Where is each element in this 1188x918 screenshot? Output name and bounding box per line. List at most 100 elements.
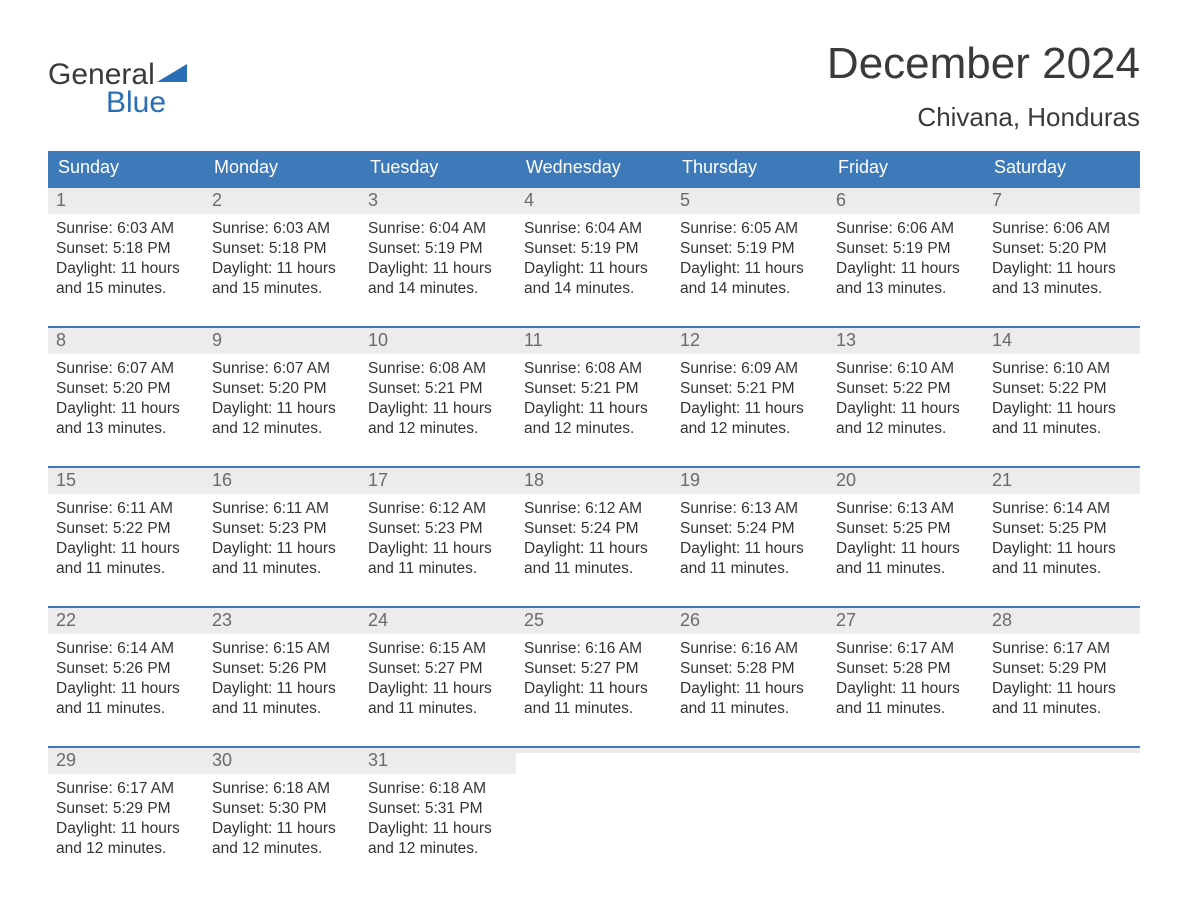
day-of-week-header: Sunday Monday Tuesday Wednesday Thursday… — [48, 151, 1140, 186]
day-cell: 9Sunrise: 6:07 AMSunset: 5:20 PMDaylight… — [204, 328, 360, 448]
day-cell: 7Sunrise: 6:06 AMSunset: 5:20 PMDaylight… — [984, 188, 1140, 308]
day-body: Sunrise: 6:09 AMSunset: 5:21 PMDaylight:… — [672, 354, 828, 444]
day-body: Sunrise: 6:11 AMSunset: 5:22 PMDaylight:… — [48, 494, 204, 584]
sunset-text: Sunset: 5:22 PM — [56, 519, 196, 539]
day-body: Sunrise: 6:18 AMSunset: 5:30 PMDaylight:… — [204, 774, 360, 864]
dow-monday: Monday — [204, 151, 360, 186]
sunset-text: Sunset: 5:21 PM — [524, 379, 664, 399]
sunset-text: Sunset: 5:26 PM — [212, 659, 352, 679]
sunrise-text: Sunrise: 6:05 AM — [680, 219, 820, 239]
sunrise-text: Sunrise: 6:13 AM — [836, 499, 976, 519]
day-number-row: 18 — [516, 468, 672, 494]
sunrise-text: Sunrise: 6:16 AM — [680, 639, 820, 659]
daylight-line1: Daylight: 11 hours — [992, 399, 1132, 419]
daylight-line1: Daylight: 11 hours — [992, 539, 1132, 559]
daylight-line2: and 14 minutes. — [524, 279, 664, 299]
day-body: Sunrise: 6:12 AMSunset: 5:23 PMDaylight:… — [360, 494, 516, 584]
day-number-row — [516, 748, 672, 753]
day-body: Sunrise: 6:03 AMSunset: 5:18 PMDaylight:… — [48, 214, 204, 304]
day-number: 2 — [212, 190, 222, 210]
day-number-row: 20 — [828, 468, 984, 494]
sunrise-text: Sunrise: 6:13 AM — [680, 499, 820, 519]
day-number: 3 — [368, 190, 378, 210]
day-number: 7 — [992, 190, 1002, 210]
daylight-line2: and 11 minutes. — [368, 699, 508, 719]
sunrise-text: Sunrise: 6:15 AM — [212, 639, 352, 659]
day-number-row: 22 — [48, 608, 204, 634]
day-body: Sunrise: 6:15 AMSunset: 5:27 PMDaylight:… — [360, 634, 516, 724]
day-body: Sunrise: 6:17 AMSunset: 5:29 PMDaylight:… — [984, 634, 1140, 724]
daylight-line2: and 11 minutes. — [368, 559, 508, 579]
daylight-line1: Daylight: 11 hours — [524, 539, 664, 559]
daylight-line2: and 11 minutes. — [56, 699, 196, 719]
daylight-line2: and 11 minutes. — [212, 699, 352, 719]
day-number-row — [984, 748, 1140, 753]
sunrise-text: Sunrise: 6:08 AM — [524, 359, 664, 379]
day-number: 13 — [836, 330, 856, 350]
day-body: Sunrise: 6:17 AMSunset: 5:29 PMDaylight:… — [48, 774, 204, 864]
day-number-row: 12 — [672, 328, 828, 354]
daylight-line2: and 14 minutes. — [680, 279, 820, 299]
day-number-row: 14 — [984, 328, 1140, 354]
day-number: 14 — [992, 330, 1012, 350]
daylight-line2: and 15 minutes. — [56, 279, 196, 299]
day-number: 19 — [680, 470, 700, 490]
day-cell: 14Sunrise: 6:10 AMSunset: 5:22 PMDayligh… — [984, 328, 1140, 448]
sunrise-text: Sunrise: 6:09 AM — [680, 359, 820, 379]
day-cell — [828, 748, 984, 868]
sunset-text: Sunset: 5:29 PM — [56, 799, 196, 819]
day-number-row: 8 — [48, 328, 204, 354]
sunrise-text: Sunrise: 6:17 AM — [56, 779, 196, 799]
day-number-row: 31 — [360, 748, 516, 774]
sunrise-text: Sunrise: 6:11 AM — [212, 499, 352, 519]
daylight-line1: Daylight: 11 hours — [368, 259, 508, 279]
day-number-row: 16 — [204, 468, 360, 494]
day-cell: 8Sunrise: 6:07 AMSunset: 5:20 PMDaylight… — [48, 328, 204, 448]
daylight-line1: Daylight: 11 hours — [56, 819, 196, 839]
day-cell: 12Sunrise: 6:09 AMSunset: 5:21 PMDayligh… — [672, 328, 828, 448]
day-number: 18 — [524, 470, 544, 490]
sunrise-text: Sunrise: 6:12 AM — [524, 499, 664, 519]
month-title: December 2024 — [827, 40, 1140, 88]
day-cell: 6Sunrise: 6:06 AMSunset: 5:19 PMDaylight… — [828, 188, 984, 308]
day-number: 9 — [212, 330, 222, 350]
day-number-row: 5 — [672, 188, 828, 214]
day-number-row: 19 — [672, 468, 828, 494]
day-body: Sunrise: 6:11 AMSunset: 5:23 PMDaylight:… — [204, 494, 360, 584]
day-cell: 22Sunrise: 6:14 AMSunset: 5:26 PMDayligh… — [48, 608, 204, 728]
sunrise-text: Sunrise: 6:08 AM — [368, 359, 508, 379]
day-body: Sunrise: 6:13 AMSunset: 5:24 PMDaylight:… — [672, 494, 828, 584]
day-cell: 15Sunrise: 6:11 AMSunset: 5:22 PMDayligh… — [48, 468, 204, 588]
daylight-line1: Daylight: 11 hours — [56, 679, 196, 699]
day-cell: 1Sunrise: 6:03 AMSunset: 5:18 PMDaylight… — [48, 188, 204, 308]
sunrise-text: Sunrise: 6:11 AM — [56, 499, 196, 519]
day-cell: 25Sunrise: 6:16 AMSunset: 5:27 PMDayligh… — [516, 608, 672, 728]
sunset-text: Sunset: 5:27 PM — [368, 659, 508, 679]
daylight-line1: Daylight: 11 hours — [56, 259, 196, 279]
day-body: Sunrise: 6:15 AMSunset: 5:26 PMDaylight:… — [204, 634, 360, 724]
day-number: 16 — [212, 470, 232, 490]
day-number-row: 21 — [984, 468, 1140, 494]
day-body: Sunrise: 6:18 AMSunset: 5:31 PMDaylight:… — [360, 774, 516, 864]
daylight-line1: Daylight: 11 hours — [992, 679, 1132, 699]
sunset-text: Sunset: 5:23 PM — [368, 519, 508, 539]
day-number-row: 27 — [828, 608, 984, 634]
sunset-text: Sunset: 5:30 PM — [212, 799, 352, 819]
daylight-line1: Daylight: 11 hours — [680, 259, 820, 279]
day-cell: 30Sunrise: 6:18 AMSunset: 5:30 PMDayligh… — [204, 748, 360, 868]
daylight-line2: and 12 minutes. — [212, 839, 352, 859]
day-number-row: 6 — [828, 188, 984, 214]
daylight-line1: Daylight: 11 hours — [992, 259, 1132, 279]
daylight-line2: and 12 minutes. — [524, 419, 664, 439]
day-number-row — [828, 748, 984, 753]
sunset-text: Sunset: 5:27 PM — [524, 659, 664, 679]
sunrise-text: Sunrise: 6:06 AM — [992, 219, 1132, 239]
daylight-line2: and 13 minutes. — [836, 279, 976, 299]
day-number-row: 17 — [360, 468, 516, 494]
sunset-text: Sunset: 5:26 PM — [56, 659, 196, 679]
sunrise-text: Sunrise: 6:17 AM — [992, 639, 1132, 659]
daylight-line1: Daylight: 11 hours — [524, 259, 664, 279]
sunset-text: Sunset: 5:22 PM — [992, 379, 1132, 399]
day-number-row: 25 — [516, 608, 672, 634]
daylight-line2: and 12 minutes. — [368, 839, 508, 859]
